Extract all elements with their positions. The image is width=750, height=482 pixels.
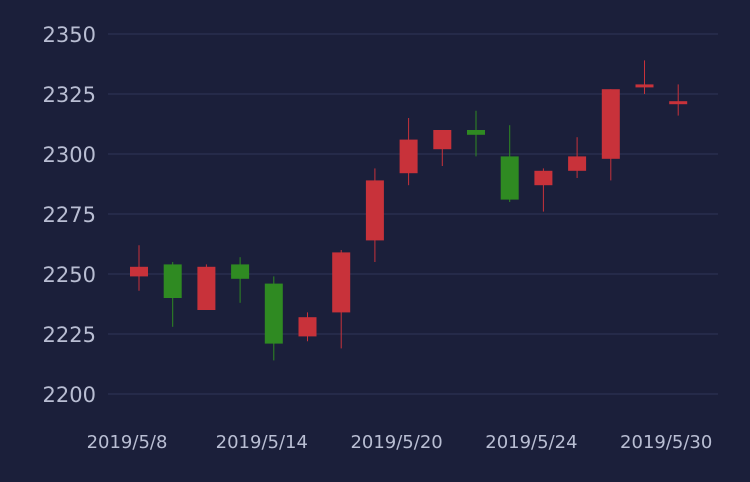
candle xyxy=(231,257,250,303)
y-axis: 2200 2225 2250 2275 2300 2325 2350 xyxy=(43,23,96,407)
candle xyxy=(500,125,519,202)
candle-body xyxy=(130,266,148,277)
x-tick-label: 2019/5/20 xyxy=(350,432,442,453)
candle xyxy=(534,168,553,212)
candle xyxy=(601,89,620,181)
candle-body xyxy=(197,266,216,310)
candle-body xyxy=(601,89,620,159)
candle-body xyxy=(332,252,351,313)
candle-body xyxy=(231,264,250,279)
candle-body xyxy=(568,156,587,171)
y-tick-label: 2200 xyxy=(43,383,96,407)
candle xyxy=(365,168,384,262)
candle xyxy=(568,137,587,178)
y-tick-label: 2275 xyxy=(43,203,96,227)
candle-body xyxy=(433,130,452,150)
candle xyxy=(197,264,216,310)
candle xyxy=(264,276,283,361)
y-tick-label: 2300 xyxy=(43,143,96,167)
candle xyxy=(669,84,688,116)
candle xyxy=(635,60,654,94)
candle xyxy=(130,245,148,291)
candle xyxy=(433,130,452,166)
candle-body xyxy=(298,317,317,337)
candle xyxy=(399,118,418,186)
y-tick-label: 2350 xyxy=(43,23,96,47)
candle-body xyxy=(163,264,182,298)
candle xyxy=(467,110,485,157)
candle-body xyxy=(669,101,688,105)
candle-body xyxy=(635,84,654,88)
candle-body xyxy=(534,170,553,186)
candles-group xyxy=(130,60,688,361)
x-tick-label: 2019/5/30 xyxy=(620,432,712,453)
candle-body xyxy=(500,156,519,200)
candle xyxy=(332,250,351,349)
candle-body xyxy=(264,283,283,344)
candle-body xyxy=(467,130,485,135)
x-axis: 2019/5/8 2019/5/14 2019/5/20 2019/5/24 2019/… xyxy=(87,432,713,453)
candle xyxy=(298,312,317,342)
candle-body xyxy=(399,139,418,174)
x-tick-label: 2019/5/8 xyxy=(87,432,168,453)
x-tick-label: 2019/5/24 xyxy=(485,432,577,453)
candle xyxy=(163,262,182,327)
grid-lines xyxy=(108,33,718,395)
y-tick-label: 2325 xyxy=(43,83,96,107)
x-tick-label: 2019/5/14 xyxy=(216,432,308,453)
y-tick-label: 2250 xyxy=(43,263,96,287)
y-tick-label: 2225 xyxy=(43,323,96,347)
candle-body xyxy=(365,180,384,241)
